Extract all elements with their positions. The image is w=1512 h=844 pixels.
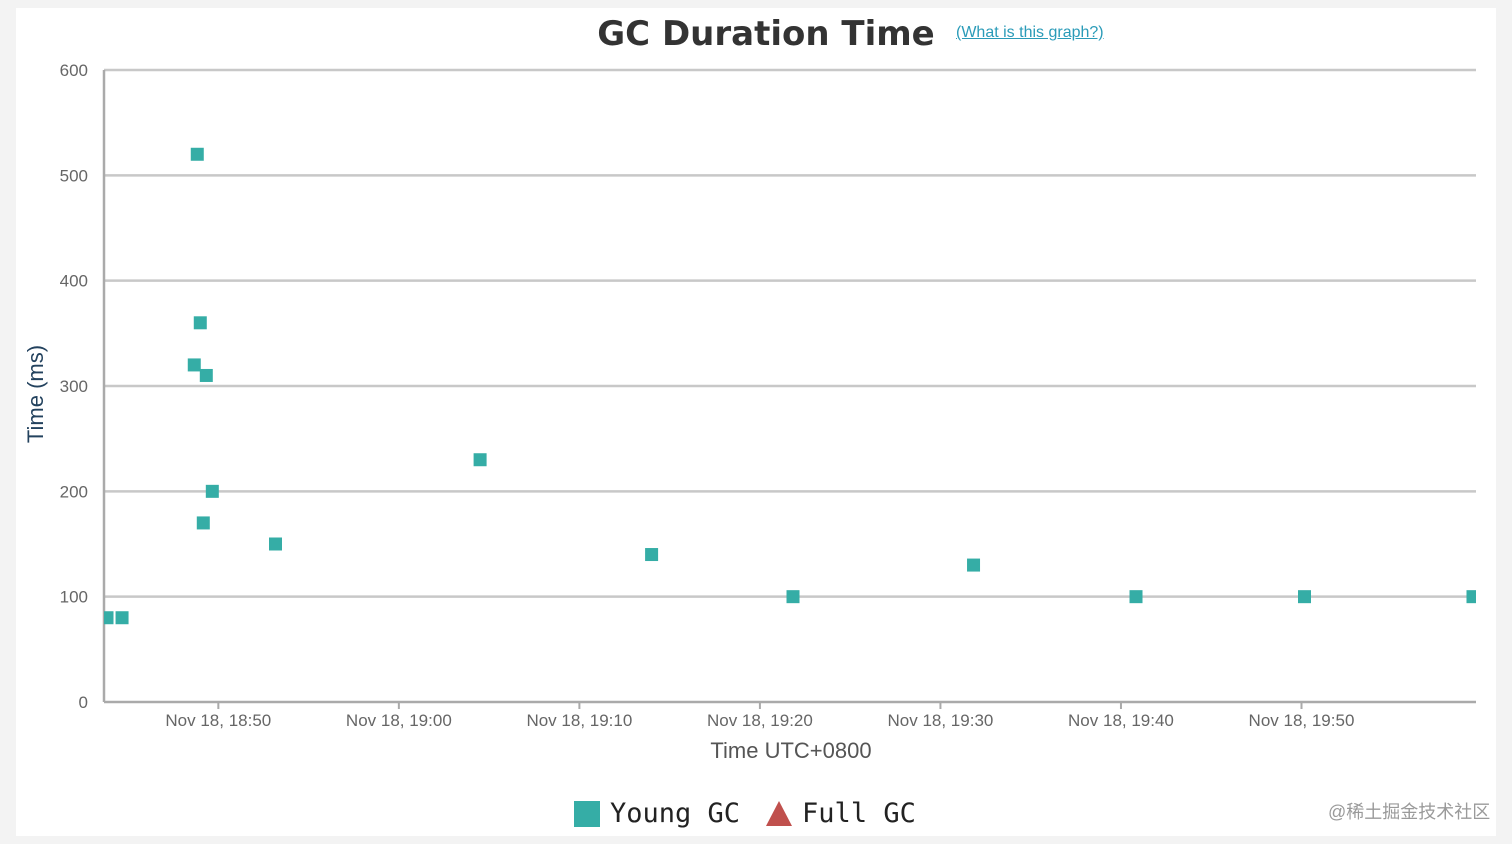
y-tick-label: 400 bbox=[60, 272, 88, 291]
young-gc-point[interactable] bbox=[196, 516, 210, 530]
young-gc-point[interactable] bbox=[473, 453, 487, 467]
young-gc-point[interactable] bbox=[187, 358, 201, 372]
x-tick-label: Nov 18, 19:20 bbox=[707, 711, 813, 730]
young-gc-point[interactable] bbox=[101, 611, 114, 625]
x-axis-ticks: Nov 18, 18:50 Nov 18, 19:00 Nov 18, 19:10 N… bbox=[165, 702, 1354, 730]
legend: Young GC Full GC bbox=[574, 798, 942, 829]
x-tick-label: Nov 18, 19:00 bbox=[346, 711, 452, 730]
y-tick-label: 600 bbox=[60, 61, 88, 80]
axes bbox=[102, 70, 1476, 704]
young-gc-point[interactable] bbox=[269, 537, 282, 551]
legend-label-full-gc: Full GC bbox=[802, 798, 916, 829]
x-tick-label: Nov 18, 19:40 bbox=[1068, 711, 1174, 730]
young-gc-point[interactable] bbox=[967, 558, 981, 572]
young-gc-point[interactable] bbox=[205, 484, 219, 498]
young-gc-point[interactable] bbox=[115, 611, 129, 625]
chart-title: GC Duration Time bbox=[597, 14, 935, 54]
x-tick-label: Nov 18, 18:50 bbox=[165, 711, 271, 730]
young-gc-point[interactable] bbox=[1129, 590, 1143, 604]
chart-container: 0 100 200 300 400 500 600 Nov 18, 18:50 Nov 18,… bbox=[16, 8, 1496, 836]
x-tick-label: Nov 18, 19:50 bbox=[1249, 711, 1355, 730]
y-tick-label: 200 bbox=[60, 482, 88, 501]
legend-item-young-gc[interactable]: Young GC bbox=[574, 798, 740, 829]
x-axis-label: Time UTC+0800 bbox=[710, 738, 872, 763]
young-gc-point[interactable] bbox=[1466, 590, 1479, 604]
what-is-this-graph-link[interactable]: (What is this graph?) bbox=[956, 24, 1104, 41]
young-gc-point[interactable] bbox=[786, 590, 800, 604]
young-gc-point[interactable] bbox=[190, 147, 204, 161]
triangle-icon bbox=[766, 801, 793, 826]
young-gc-point[interactable] bbox=[193, 316, 207, 330]
data-points bbox=[101, 147, 1479, 625]
legend-item-full-gc[interactable]: Full GC bbox=[766, 798, 916, 829]
y-tick-label: 0 bbox=[79, 693, 88, 712]
young-gc-point[interactable] bbox=[645, 548, 659, 562]
watermark: @稀土掘金技术社区 bbox=[1328, 802, 1491, 822]
legend-label-young-gc: Young GC bbox=[610, 798, 741, 829]
y-axis-ticks: 0 100 200 300 400 500 600 bbox=[60, 61, 88, 712]
y-tick-label: 500 bbox=[60, 166, 88, 185]
square-icon bbox=[574, 800, 600, 827]
young-gc-point[interactable] bbox=[199, 368, 213, 382]
x-tick-label: Nov 18, 19:10 bbox=[526, 711, 632, 730]
y-tick-label: 100 bbox=[60, 588, 88, 607]
x-tick-label: Nov 18, 19:30 bbox=[888, 711, 994, 730]
gridlines bbox=[104, 68, 1476, 598]
y-tick-label: 300 bbox=[60, 377, 88, 396]
young-gc-point[interactable] bbox=[1298, 590, 1311, 604]
y-axis-label: Time (ms) bbox=[23, 344, 48, 444]
